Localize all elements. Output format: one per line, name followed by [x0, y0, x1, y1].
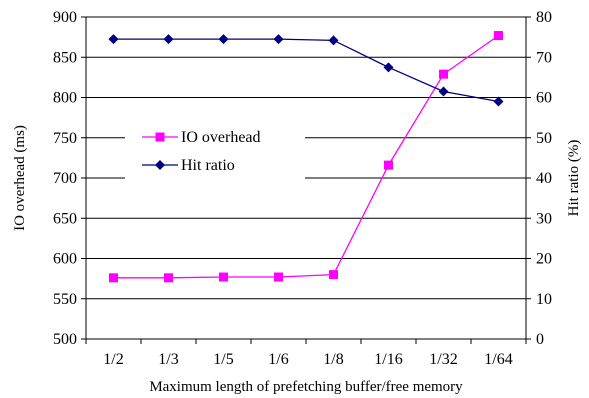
data-point-square — [329, 270, 338, 280]
right-tick-label: 30 — [536, 210, 552, 227]
data-point-diamond — [438, 86, 449, 97]
data-point-diamond — [108, 34, 119, 45]
legend: IO overhead Hit ratio — [125, 122, 305, 184]
series-line — [113, 34, 499, 279]
x-tick-label: 1/3 — [158, 351, 178, 368]
x-tick-label: 1/2 — [103, 351, 123, 368]
data-point-square — [274, 272, 283, 282]
left-tick-label: 500 — [53, 331, 77, 348]
data-point-square — [384, 160, 393, 170]
legend-box — [125, 122, 305, 184]
x-tick-label: 1/16 — [374, 351, 402, 368]
legend-label: IO overhead — [181, 129, 261, 146]
data-point-square — [494, 31, 503, 41]
data-point-diamond — [218, 34, 229, 45]
data-point-square — [109, 273, 118, 283]
x-axis-ticks: 1/2 1/3 1/5 1/6 1/8 1/16 1/32 1/64 — [85, 339, 527, 368]
left-axis-ticks: 500 550 600 650 700 750 800 850 900 — [53, 9, 86, 348]
series-hit-ratio — [108, 34, 504, 107]
data-point-diamond — [273, 34, 284, 45]
left-tick-label: 750 — [53, 130, 77, 147]
left-tick-label: 850 — [53, 49, 77, 66]
data-point-diamond — [383, 62, 394, 73]
right-tick-label: 40 — [536, 170, 552, 187]
right-tick-label: 80 — [536, 9, 552, 26]
data-point-diamond — [163, 34, 174, 45]
legend-label: Hit ratio — [181, 157, 235, 174]
left-tick-label: 550 — [53, 291, 77, 308]
series-layer — [108, 31, 504, 283]
left-tick-label: 700 — [53, 170, 77, 187]
data-point-square — [219, 272, 228, 282]
right-tick-label: 60 — [536, 90, 552, 107]
legend-swatch-marker — [155, 160, 165, 170]
right-tick-label: 70 — [536, 49, 552, 66]
series-line — [113, 38, 499, 103]
data-point-diamond — [328, 35, 339, 46]
left-tick-label: 900 — [53, 9, 77, 26]
data-point-square — [439, 69, 448, 79]
data-point-square — [164, 273, 173, 283]
legend-item: Hit ratio — [142, 157, 235, 174]
x-tick-label: 1/32 — [429, 351, 457, 368]
x-tick-label: 1/5 — [213, 351, 233, 368]
right-tick-label: 10 — [536, 291, 552, 308]
right-tick-label: 20 — [536, 251, 552, 268]
right-axis-ticks: 0 10 20 30 40 50 60 70 80 — [526, 9, 552, 348]
left-tick-label: 650 — [53, 210, 77, 227]
left-tick-label: 600 — [53, 251, 77, 268]
series-io-overhead — [109, 31, 503, 283]
left-axis-title: IO overhead (ms) — [12, 125, 28, 231]
x-tick-label: 1/6 — [268, 351, 288, 368]
legend-swatch-marker — [155, 132, 165, 142]
data-point-diamond — [493, 96, 504, 107]
x-tick-label: 1/8 — [323, 351, 343, 368]
right-tick-label: 0 — [536, 331, 544, 348]
right-tick-label: 50 — [536, 130, 552, 147]
left-tick-label: 800 — [53, 90, 77, 107]
legend-item: IO overhead — [142, 129, 261, 146]
x-tick-label: 1/64 — [484, 351, 512, 368]
x-axis-title: Maximum length of prefetching buffer/fre… — [149, 379, 463, 395]
right-axis-title: Hit ratio (%) — [566, 140, 582, 217]
